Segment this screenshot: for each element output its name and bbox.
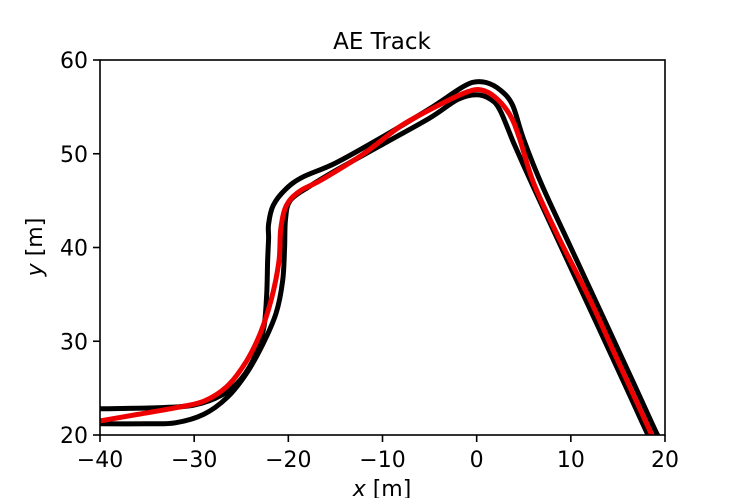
x-tick-label: −40 [77, 448, 123, 473]
y-tick-label: 20 [60, 424, 88, 449]
track-boundary-outer-line [100, 79, 660, 435]
chart-title: AE Track [333, 29, 431, 55]
y-axis: 20 30 40 50 60 [60, 49, 100, 449]
y-axis-label: y [m] [23, 218, 48, 278]
x-axis-var: x [352, 477, 367, 498]
y-axis-var: y [23, 262, 48, 277]
y-tick-label: 40 [60, 237, 88, 262]
x-axis-unit: [m] [366, 477, 412, 498]
x-tick-label: 0 [470, 448, 484, 473]
x-tick-label: −20 [265, 448, 311, 473]
y-tick-label: 30 [60, 330, 88, 355]
x-tick-label: −30 [171, 448, 217, 473]
series-layer [100, 79, 660, 435]
y-axis-unit: [m] [23, 218, 48, 264]
x-tick-label: 20 [651, 448, 679, 473]
x-axis: −40 −30 −20 −10 0 10 20 [77, 435, 679, 473]
plot-frame [99, 59, 666, 436]
x-tick-label: 10 [557, 448, 585, 473]
x-axis-label: x [m] [352, 477, 412, 498]
y-tick-label: 50 [60, 143, 88, 168]
x-tick-label: −10 [359, 448, 405, 473]
y-tick-label: 60 [60, 49, 88, 74]
racing-line [100, 87, 655, 435]
